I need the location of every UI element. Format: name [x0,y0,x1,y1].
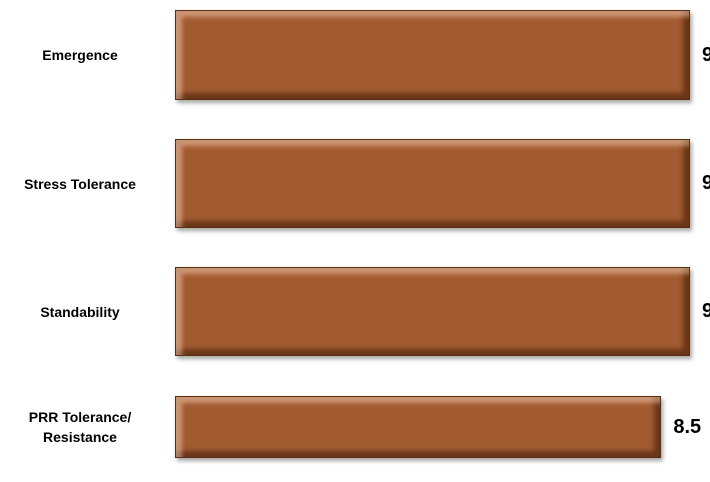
category-label: Stress Tolerance [24,175,136,192]
category-label: Emergence [42,47,118,63]
category-label: Standability [40,303,120,320]
value-label: 9 [702,43,710,66]
category-label: PRR Tolerance/ Resistance [28,409,132,445]
bar [175,267,690,356]
value-label: 8.5 [673,415,702,438]
bar [175,139,690,228]
bar [175,396,662,458]
value-label: 9 [702,172,710,194]
value-label: 9 [702,300,710,322]
bar [175,10,690,100]
